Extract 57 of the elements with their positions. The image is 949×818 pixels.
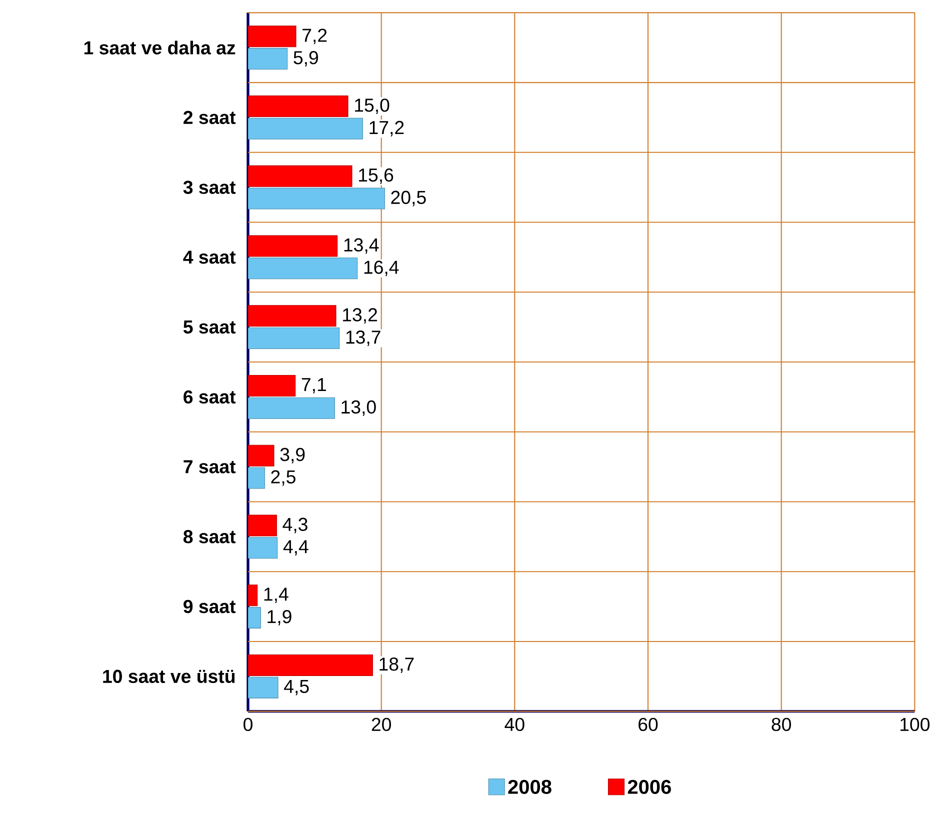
y-tick-label: 8 saat <box>183 530 236 544</box>
y-tick-label: 2 saat <box>184 110 236 124</box>
bar <box>248 537 278 559</box>
bar <box>248 444 274 466</box>
bar <box>248 305 336 327</box>
y-tick-label: 6 saat <box>184 390 236 404</box>
data-label: 13,4 <box>344 238 379 254</box>
legend-label: 2008 <box>508 780 552 794</box>
data-label: 20,5 <box>391 190 426 206</box>
data-label: 16,4 <box>364 260 399 276</box>
x-tick-label: 0 <box>244 718 252 732</box>
data-label: 13,0 <box>342 400 376 416</box>
bar <box>248 165 352 187</box>
data-label: 7,1 <box>302 378 326 394</box>
bar <box>248 397 335 419</box>
data-label: 3,9 <box>280 448 305 464</box>
x-tick-label: 60 <box>638 718 658 732</box>
data-label: 4,5 <box>284 680 309 696</box>
bar <box>248 188 385 210</box>
bar <box>248 48 288 70</box>
legend-label: 2006 <box>628 780 671 794</box>
y-tick-label: 3 saat <box>183 180 236 194</box>
y-tick-label: 9 saat <box>184 600 236 614</box>
y-tick-label: 4 saat <box>183 250 236 264</box>
data-label: 15,0 <box>355 98 390 114</box>
y-tick-label: 5 saat <box>183 320 236 334</box>
x-tick-label: 100 <box>900 718 930 732</box>
bar <box>248 26 296 48</box>
bar <box>248 258 358 280</box>
data-label: 15,6 <box>359 168 394 184</box>
data-label: 4,4 <box>283 540 308 556</box>
data-label: 18,7 <box>380 658 414 673</box>
bar <box>248 514 277 536</box>
bar <box>248 676 278 698</box>
bar <box>248 118 363 140</box>
data-label: 13,7 <box>346 330 380 346</box>
y-tick-label: 1 saat ve daha az <box>84 40 236 54</box>
x-tick-label: 80 <box>772 718 791 732</box>
bar <box>248 654 373 676</box>
bar <box>248 467 265 489</box>
bar <box>248 235 338 257</box>
data-label: 1,4 <box>264 588 288 603</box>
data-label: 2,5 <box>271 470 296 486</box>
y-tick-label: 7 saat <box>184 460 236 474</box>
data-label: 1,9 <box>268 610 292 626</box>
data-label: 4,3 <box>282 518 308 534</box>
y-tick-label: 10 saat ve üstü <box>103 670 235 684</box>
x-tick-label: 40 <box>504 718 524 732</box>
x-tick-label: 20 <box>372 718 391 732</box>
bar <box>248 607 261 628</box>
data-label: 7,2 <box>302 28 327 44</box>
bar <box>248 96 348 118</box>
bar <box>248 375 296 397</box>
data-label: 13,2 <box>343 308 377 324</box>
data-label: 17,2 <box>370 120 404 136</box>
data-label: 5,9 <box>294 51 318 66</box>
bar <box>248 328 340 349</box>
